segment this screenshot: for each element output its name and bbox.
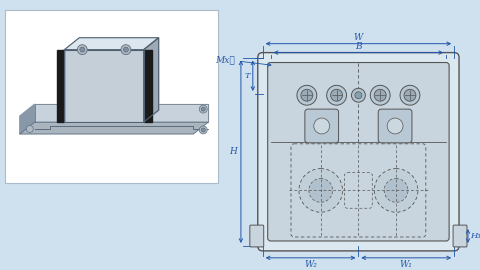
Circle shape [297, 85, 317, 105]
Circle shape [327, 85, 347, 105]
Text: H: H [229, 147, 237, 156]
Circle shape [199, 126, 207, 134]
Circle shape [387, 118, 403, 134]
FancyBboxPatch shape [453, 225, 467, 247]
Circle shape [331, 89, 343, 101]
Polygon shape [35, 104, 208, 122]
Circle shape [26, 126, 33, 132]
Circle shape [301, 89, 313, 101]
Polygon shape [64, 50, 144, 122]
Circle shape [309, 178, 333, 202]
Circle shape [384, 178, 408, 202]
Circle shape [374, 89, 386, 101]
Polygon shape [144, 50, 152, 122]
Polygon shape [144, 38, 158, 122]
Circle shape [201, 107, 205, 111]
FancyBboxPatch shape [305, 109, 338, 143]
Text: W₁: W₁ [400, 260, 413, 269]
FancyBboxPatch shape [5, 10, 218, 184]
FancyBboxPatch shape [250, 225, 264, 247]
Polygon shape [20, 104, 35, 134]
Text: H₃: H₃ [470, 232, 480, 240]
Text: B: B [355, 42, 362, 51]
Circle shape [314, 118, 330, 134]
Circle shape [355, 92, 362, 99]
FancyBboxPatch shape [378, 109, 412, 143]
Circle shape [404, 89, 416, 101]
Text: W: W [354, 33, 363, 42]
Circle shape [123, 47, 128, 52]
Circle shape [400, 85, 420, 105]
Text: Mxℓ: Mxℓ [215, 55, 271, 66]
Circle shape [77, 45, 87, 55]
FancyBboxPatch shape [268, 63, 449, 241]
Circle shape [370, 85, 390, 105]
Text: W₂: W₂ [304, 260, 317, 269]
FancyBboxPatch shape [345, 173, 372, 208]
Polygon shape [20, 122, 208, 134]
FancyBboxPatch shape [258, 53, 459, 251]
Circle shape [374, 168, 418, 212]
Circle shape [299, 168, 343, 212]
Polygon shape [57, 50, 64, 122]
Circle shape [121, 45, 131, 55]
Text: T: T [245, 72, 251, 80]
Circle shape [201, 128, 205, 132]
Polygon shape [64, 38, 158, 50]
Circle shape [199, 105, 207, 113]
Circle shape [80, 47, 85, 52]
Circle shape [351, 88, 365, 102]
